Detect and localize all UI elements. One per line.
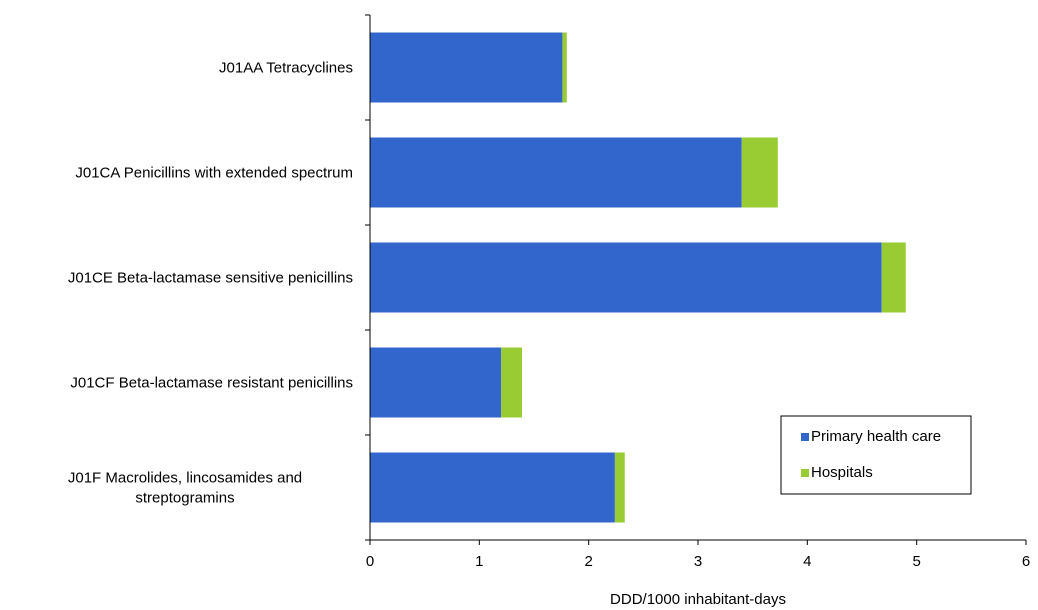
bar-primary-1 — [370, 137, 742, 208]
bars-group — [370, 32, 906, 523]
legend: Primary health care Hospitals — [780, 415, 972, 495]
category-label: J01F Macrolides, lincosamides and strepto… — [68, 470, 302, 507]
legend-label: Primary health care — [811, 428, 941, 445]
x-tick-label: 2 — [584, 553, 592, 570]
x-tick-label: 1 — [475, 553, 483, 570]
bar-primary-3 — [370, 347, 502, 418]
category-label: J01CA Penicillins with extended spectrum — [75, 165, 353, 182]
category-label: J01CE Beta-lactamase sensitive penicilli… — [68, 270, 353, 287]
x-tick-label: 0 — [366, 553, 374, 570]
axes-group — [365, 14, 1027, 545]
legend-box — [780, 415, 972, 495]
x-tick-label: 6 — [1022, 553, 1030, 570]
category-label: J01AA Tetracyclines — [219, 60, 353, 77]
legend-swatch — [801, 433, 809, 441]
category-label: J01CF Beta-lactamase resistant penicilli… — [70, 375, 353, 392]
bar-primary-4 — [370, 452, 615, 523]
bar-hospitals-1 — [741, 137, 778, 208]
bar-hospitals-3 — [501, 347, 522, 418]
labels-group: J01AA Tetracyclines J01CA Penicillins wit… — [68, 60, 1030, 571]
legend-label: Hospitals — [811, 464, 873, 481]
x-tick-label: 4 — [803, 553, 811, 570]
bar-hospitals-0 — [562, 32, 567, 103]
bar-hospitals-2 — [881, 242, 906, 313]
x-axis-title: DDD/1000 inhabitant-days — [610, 591, 786, 608]
bar-primary-2 — [370, 242, 882, 313]
x-tick-label: 3 — [694, 553, 702, 570]
bar-primary-0 — [370, 32, 563, 103]
legend-swatch — [801, 469, 809, 477]
bar-hospitals-4 — [614, 452, 625, 523]
x-tick-label: 5 — [912, 553, 920, 570]
